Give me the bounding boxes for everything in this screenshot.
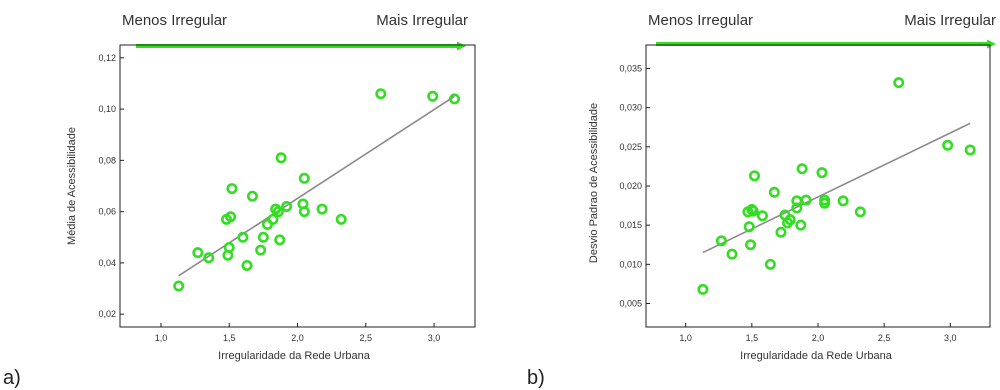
data-point (784, 214, 796, 226)
data-point (854, 206, 866, 218)
data-point (274, 234, 286, 246)
data-point (203, 252, 215, 264)
data-point (837, 195, 849, 207)
data-point (375, 88, 387, 100)
x-tick-label: 2,0 (812, 333, 825, 343)
panel-label: b) (527, 367, 545, 389)
data-point (726, 248, 738, 260)
x-axis-label: Irregularidade da Rede Urbana (740, 350, 893, 362)
data-point (316, 203, 328, 215)
y-tick-label: 0,12 (98, 53, 116, 63)
data-point (768, 186, 780, 198)
data-point (715, 235, 727, 247)
data-point (427, 90, 439, 102)
x-tick-label: 1,5 (746, 333, 759, 343)
data-point (173, 280, 185, 292)
x-tick-label: 1,5 (223, 333, 236, 343)
y-tick-label: 0,035 (619, 64, 642, 74)
data-point (745, 239, 757, 251)
data-point (796, 163, 808, 175)
data-point (795, 219, 807, 231)
data-point (192, 247, 204, 259)
x-tick-label: 1,0 (679, 333, 692, 343)
data-point (756, 210, 768, 222)
data-point (272, 206, 284, 218)
arrow-right-label: Mais Irregular (904, 12, 996, 29)
data-point (267, 213, 279, 225)
y-axis-label: Média de Acessibilidade (66, 127, 78, 245)
data-point (298, 206, 310, 218)
data-point (775, 226, 787, 238)
x-tick-label: 3,0 (428, 333, 441, 343)
fit-line (178, 95, 455, 277)
x-tick-label: 3,0 (944, 333, 957, 343)
y-axis-label: Desvio Padrao de Acessibilidade (588, 103, 600, 263)
data-point (800, 194, 812, 206)
data-point (223, 242, 235, 254)
y-tick-label: 0,010 (619, 259, 642, 269)
y-tick-label: 0,08 (98, 155, 116, 165)
data-point (275, 152, 287, 164)
y-tick-label: 0,015 (619, 220, 642, 230)
data-point (743, 221, 755, 233)
data-point (964, 144, 976, 156)
data-point (764, 258, 776, 270)
data-point (449, 93, 461, 105)
arrow-left-label: Menos Irregular (122, 12, 227, 29)
data-point (298, 172, 310, 184)
fit-line (702, 122, 971, 254)
y-tick-label: 0,06 (98, 207, 116, 217)
data-point (281, 201, 293, 213)
data-point (942, 139, 954, 151)
x-tick-label: 1,0 (155, 333, 168, 343)
y-tick-label: 0,005 (619, 299, 642, 309)
data-point (241, 259, 253, 271)
data-point (748, 170, 760, 182)
data-point (335, 213, 347, 225)
data-point (893, 77, 905, 89)
data-point (257, 231, 269, 243)
data-point (237, 231, 249, 243)
chart-panel-a: Menos Irregular Mais Irregular 1,0 1,5 2,0… (3, 12, 476, 389)
plot-frame (645, 44, 991, 328)
data-point (747, 205, 759, 217)
panel-label: a) (3, 367, 21, 389)
y-tick-label: 0,02 (98, 309, 116, 319)
y-tick-label: 0,025 (619, 142, 642, 152)
x-tick-label: 2,0 (291, 333, 304, 343)
x-axis-label: Irregularidade da Rede Urbana (218, 350, 371, 362)
data-point (816, 167, 828, 179)
y-tick-label: 0,04 (98, 258, 116, 268)
data-point (255, 244, 267, 256)
data-point (791, 202, 803, 214)
y-tick-label: 0,030 (619, 103, 642, 113)
y-tick-label: 0,020 (619, 181, 642, 191)
data-point (226, 183, 238, 195)
arrow-left-label: Menos Irregular (648, 12, 753, 29)
chart-panel-b: Menos Irregular Mais Irregular 1,0 1,5 2,0… (527, 12, 996, 389)
y-tick-label: 0,10 (98, 104, 116, 114)
plot-frame (119, 44, 476, 328)
data-point (246, 190, 258, 202)
data-point (819, 194, 831, 206)
data-point (225, 211, 237, 223)
arrow-right-label: Mais Irregular (376, 12, 468, 29)
data-point (697, 283, 709, 295)
x-tick-label: 2,5 (360, 333, 373, 343)
x-tick-label: 2,5 (878, 333, 891, 343)
